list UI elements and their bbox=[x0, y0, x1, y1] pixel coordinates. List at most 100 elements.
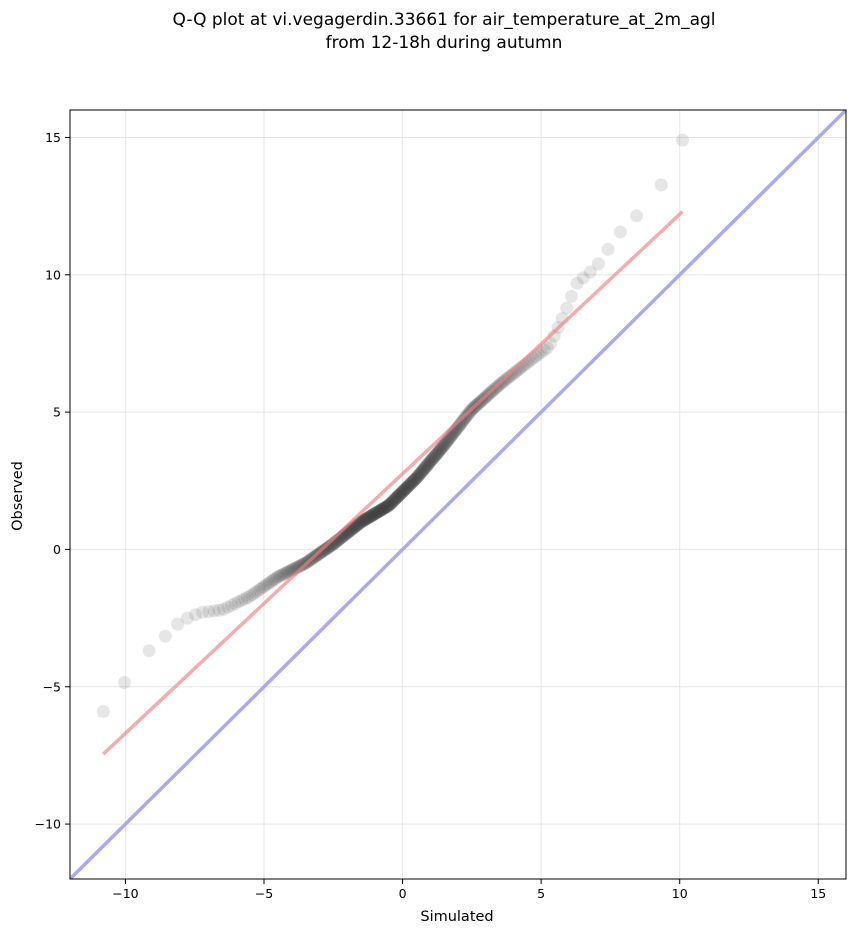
data-point bbox=[406, 475, 420, 489]
data-point bbox=[385, 495, 399, 509]
data-point bbox=[601, 242, 615, 256]
data-point bbox=[373, 504, 387, 518]
data-point bbox=[438, 437, 452, 450]
data-point bbox=[385, 496, 399, 510]
data-point bbox=[394, 486, 408, 500]
data-point bbox=[246, 588, 259, 601]
data-point bbox=[351, 517, 365, 531]
data-point bbox=[422, 456, 436, 470]
data-point bbox=[356, 514, 370, 528]
data-point bbox=[359, 512, 373, 526]
data-point bbox=[570, 276, 584, 290]
data-point bbox=[397, 483, 411, 497]
data-point bbox=[368, 507, 382, 521]
data-point bbox=[363, 510, 377, 524]
data-point bbox=[392, 488, 406, 502]
data-point bbox=[435, 441, 449, 455]
data-point bbox=[417, 462, 431, 476]
data-point bbox=[421, 458, 435, 472]
data-point bbox=[413, 467, 427, 481]
data-point bbox=[408, 473, 422, 487]
data-point bbox=[501, 371, 515, 385]
data-point bbox=[426, 451, 440, 465]
data-point bbox=[654, 178, 668, 192]
data-point bbox=[401, 479, 415, 493]
data-point bbox=[435, 440, 449, 454]
data-point bbox=[350, 518, 364, 532]
data-point bbox=[428, 449, 442, 463]
data-point bbox=[415, 465, 429, 479]
data-point bbox=[441, 433, 455, 447]
fit-line bbox=[102, 210, 684, 756]
data-point bbox=[142, 644, 156, 658]
data-point bbox=[362, 511, 376, 524]
data-point bbox=[315, 545, 329, 559]
data-point bbox=[369, 506, 383, 520]
data-point bbox=[378, 501, 392, 514]
data-point bbox=[378, 501, 392, 515]
data-point bbox=[403, 477, 417, 491]
y-tick-label: −5 bbox=[43, 679, 61, 694]
data-point bbox=[377, 502, 390, 516]
data-point bbox=[361, 511, 374, 525]
data-point bbox=[280, 566, 293, 580]
data-point bbox=[255, 581, 269, 595]
data-point bbox=[402, 478, 416, 492]
data-point bbox=[240, 591, 254, 604]
data-point bbox=[381, 499, 395, 513]
data-point bbox=[583, 265, 597, 279]
x-axis-label: Simulated bbox=[420, 909, 493, 925]
data-point bbox=[271, 570, 285, 584]
data-point bbox=[390, 490, 404, 504]
data-point bbox=[456, 414, 470, 428]
data-point bbox=[426, 452, 440, 466]
data-point bbox=[266, 573, 280, 587]
data-point bbox=[440, 434, 454, 448]
data-point bbox=[425, 453, 439, 467]
x-tick-label: −5 bbox=[255, 886, 273, 901]
data-point bbox=[419, 460, 433, 474]
data-point bbox=[202, 605, 216, 619]
data-point bbox=[413, 466, 427, 480]
data-point bbox=[418, 461, 432, 475]
data-point bbox=[253, 583, 266, 597]
data-point bbox=[396, 484, 410, 498]
data-point bbox=[421, 457, 435, 471]
data-point bbox=[238, 592, 251, 606]
y-tick-label: 5 bbox=[53, 405, 61, 420]
data-point bbox=[401, 480, 415, 494]
data-point bbox=[429, 448, 443, 462]
data-point bbox=[379, 500, 393, 514]
data-point bbox=[395, 486, 409, 499]
data-point bbox=[316, 544, 330, 558]
data-point bbox=[540, 341, 554, 355]
data-point bbox=[371, 505, 385, 519]
data-point bbox=[372, 505, 386, 518]
data-point bbox=[380, 499, 394, 513]
data-point bbox=[676, 133, 689, 147]
data-point bbox=[389, 492, 402, 506]
data-point bbox=[264, 575, 278, 588]
data-point bbox=[419, 460, 433, 473]
data-point bbox=[353, 516, 367, 530]
data-point bbox=[418, 461, 431, 475]
data-point bbox=[424, 454, 437, 468]
chart-title-line2: from 12-18h during autumn bbox=[326, 33, 563, 53]
data-point bbox=[410, 470, 424, 484]
data-point bbox=[503, 370, 516, 384]
data-point bbox=[158, 629, 172, 643]
data-point bbox=[367, 507, 381, 521]
data-point bbox=[458, 412, 472, 426]
data-point bbox=[189, 608, 202, 622]
data-point bbox=[432, 444, 446, 458]
data-point bbox=[281, 565, 295, 579]
data-point bbox=[428, 450, 441, 464]
data-point bbox=[416, 463, 430, 477]
data-point bbox=[352, 517, 365, 531]
data-point bbox=[576, 271, 590, 285]
data-point bbox=[362, 510, 376, 524]
data-point bbox=[294, 559, 308, 572]
data-point bbox=[455, 415, 469, 429]
data-point bbox=[432, 445, 446, 459]
